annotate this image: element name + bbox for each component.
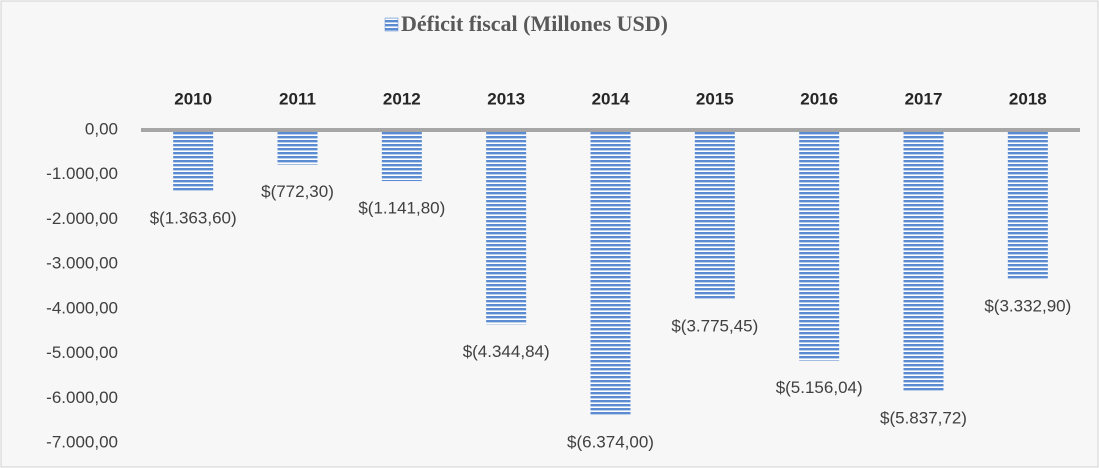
- x-tick-label: 2013: [487, 89, 525, 108]
- bar: [173, 130, 214, 191]
- legend-swatch: [384, 17, 399, 32]
- data-label: $(5.156,04): [776, 378, 863, 397]
- x-tick-label: 2010: [174, 89, 212, 108]
- bar: [1007, 130, 1048, 280]
- x-tick-label: 2012: [383, 89, 421, 108]
- bar: [799, 130, 840, 361]
- y-tick-label: -7.000,00: [46, 432, 118, 451]
- y-tick-label: -4.000,00: [46, 298, 118, 317]
- x-tick-label: 2015: [696, 89, 734, 108]
- data-label: $(5.837,72): [880, 409, 967, 428]
- x-tick-label: 2011: [279, 89, 316, 108]
- x-tick-label: 2016: [800, 89, 838, 108]
- bar: [486, 130, 527, 325]
- data-label: $(6.374,00): [567, 432, 654, 451]
- bar: [590, 130, 631, 416]
- bar: [277, 130, 318, 165]
- bar: [903, 130, 944, 392]
- y-tick-label: 0,00: [85, 119, 118, 138]
- data-label: $(1.363,60): [150, 208, 237, 227]
- y-tick-label: -5.000,00: [46, 343, 118, 362]
- data-label: $(772,30): [261, 182, 334, 201]
- legend-label: Déficit fiscal (Millones USD): [401, 11, 668, 36]
- y-tick-label: -1.000,00: [46, 164, 118, 183]
- y-tick-label: -2.000,00: [46, 209, 118, 228]
- y-tick-label: -6.000,00: [46, 388, 118, 407]
- x-tick-label: 2014: [592, 89, 630, 108]
- x-tick-label: 2018: [1009, 89, 1047, 108]
- bar: [694, 130, 735, 299]
- data-label: $(1.141,80): [358, 199, 445, 218]
- data-label: $(3.332,90): [984, 297, 1071, 316]
- data-label: $(4.344,84): [463, 342, 550, 361]
- data-label: $(3.775,45): [671, 316, 758, 335]
- x-tick-label: 2017: [905, 89, 943, 108]
- y-tick-label: -3.000,00: [46, 254, 118, 273]
- bar: [381, 130, 422, 182]
